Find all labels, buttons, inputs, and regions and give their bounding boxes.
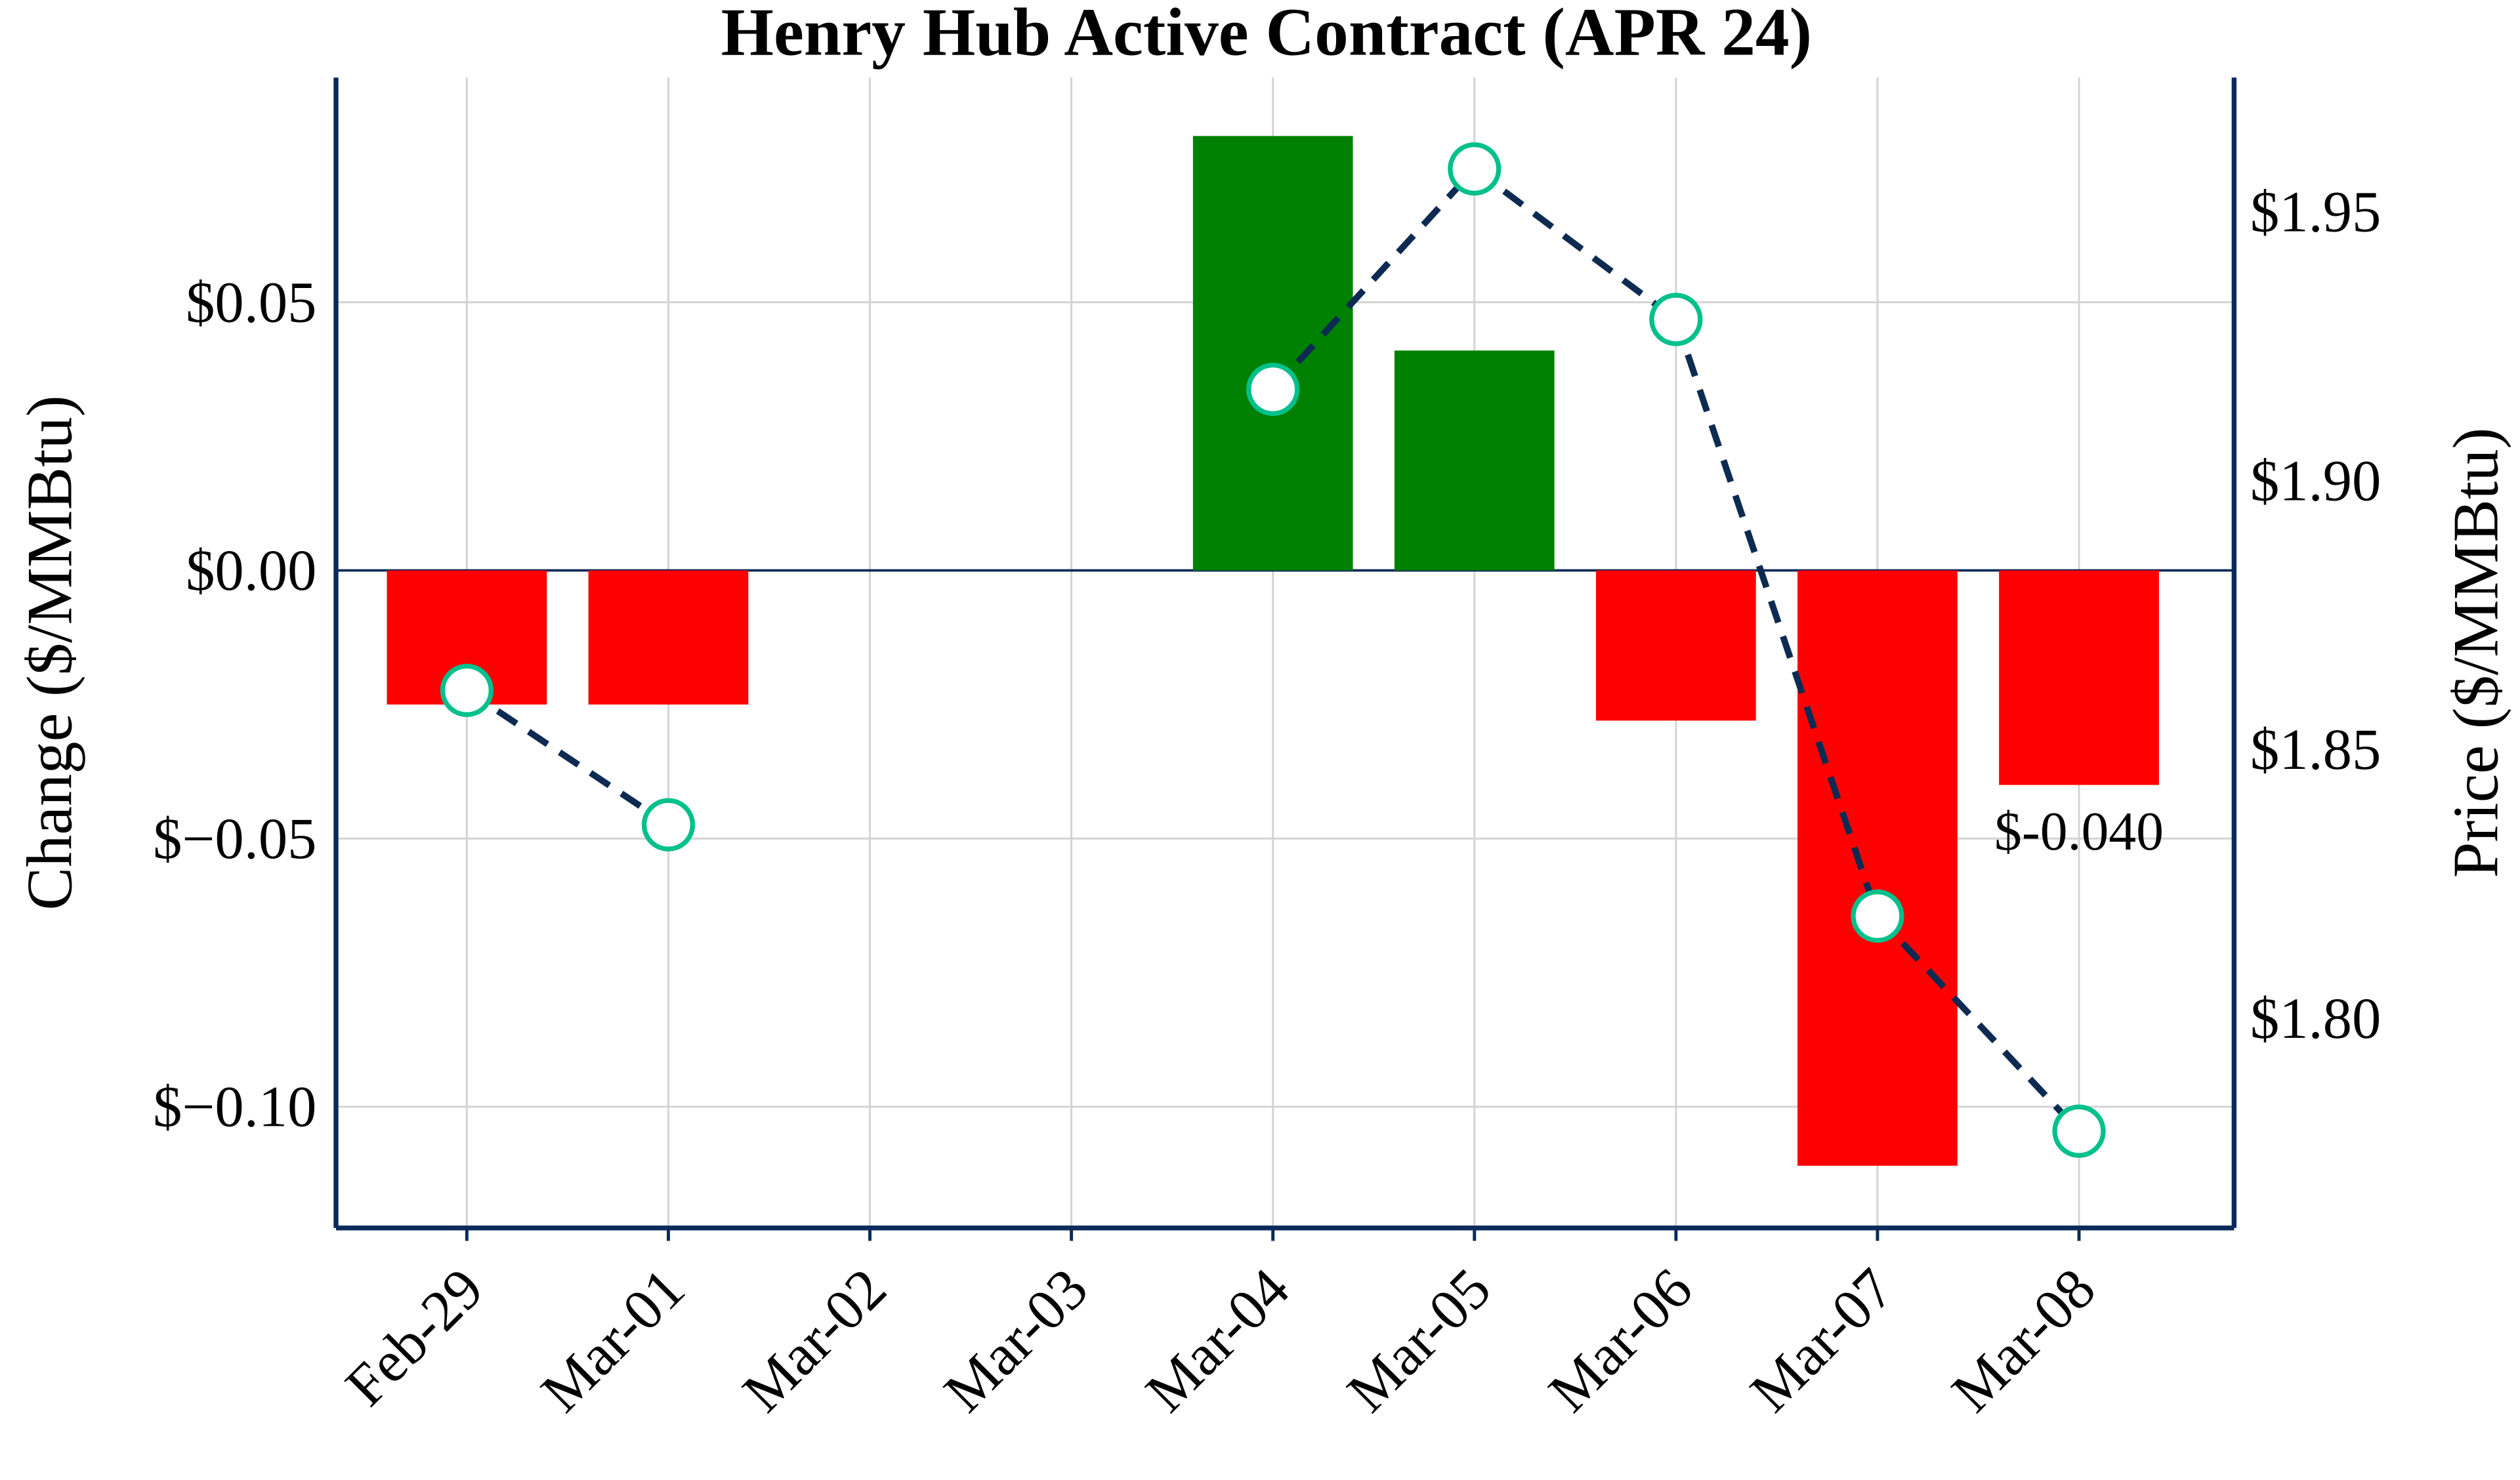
bar-mar-05 [1394,350,1555,571]
x-tick-label: Mar-05 [1335,1256,1503,1424]
y2-tick-label: $1.90 [2250,449,2381,513]
y-axis-label: Change ($/MMBtu) [14,395,85,910]
bar-mar-08 [1999,570,2159,785]
price-line-segment [1472,166,1678,322]
price-marker-mar-08 [2052,1104,2106,1158]
x-tick-label: Mar-04 [1133,1256,1301,1424]
bar-mar-06 [1596,570,1756,721]
x-tick-label: Mar-02 [730,1256,898,1424]
x-tick-label: Mar-01 [529,1256,697,1424]
y2-axis-label: Price ($/MMBtu) [2441,428,2512,878]
price-marker-mar-04 [1246,362,1300,417]
bar-mar-04 [1192,136,1353,571]
bars [387,136,2159,1166]
price-line-segment [1673,318,1881,918]
y-tick-label: $−0.05 [153,807,316,871]
price-marker-mar-01 [641,798,696,852]
price-marker-feb-29 [440,663,494,718]
bar-mar-01 [588,570,749,705]
x-tick-label: Mar-03 [932,1256,1100,1424]
price-marker-mar-06 [1649,293,1703,346]
y-tick-label: $0.00 [186,539,316,603]
y2-tick-label: $1.80 [2250,987,2381,1051]
price-line-segment [465,688,671,828]
x-tick-label: Feb-29 [333,1256,495,1418]
price-line-segment [1270,167,1477,392]
price-line [440,142,2106,1158]
bar-mar-07 [1797,570,1958,1166]
y-tick-label: $0.05 [186,270,316,335]
price-line-segment [1875,914,2082,1134]
bar-annotation: $-0.040 [1994,801,2164,862]
x-tick-label: Mar-08 [1940,1256,2108,1424]
chart-title: Henry Hub Active Contract (APR 24) [721,0,1812,70]
price-marker-mar-05 [1448,142,1502,196]
y2-tick-label: $1.95 [2250,180,2381,245]
x-tick-label: Mar-07 [1738,1256,1906,1424]
price-marker-mar-07 [1851,889,1904,943]
y-tick-label: $−0.10 [153,1075,316,1140]
x-tick-label: Mar-06 [1537,1256,1705,1424]
y2-tick-label: $1.85 [2250,718,2381,782]
